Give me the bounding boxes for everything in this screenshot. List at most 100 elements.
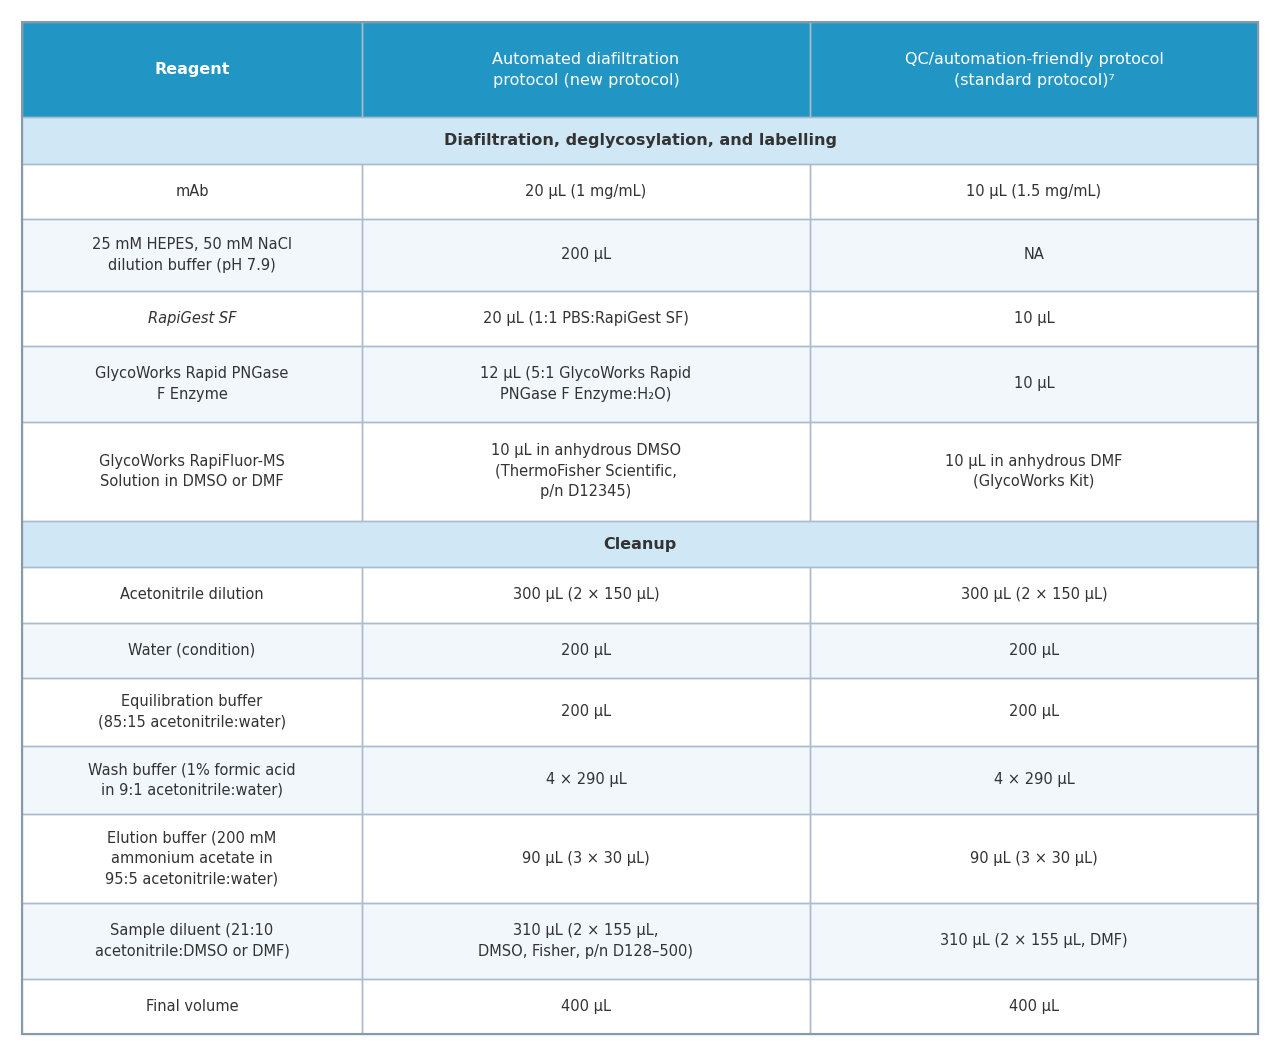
Text: 310 μL (2 × 155 μL, DMF): 310 μL (2 × 155 μL, DMF) (941, 934, 1128, 948)
Text: Cleanup: Cleanup (603, 536, 677, 551)
Bar (810, 746, 1258, 814)
Bar (22, 117, 1258, 164)
Text: 200 μL: 200 μL (561, 643, 611, 658)
Text: Reagent: Reagent (154, 62, 229, 77)
Text: 300 μL (2 × 150 μL): 300 μL (2 × 150 μL) (512, 587, 659, 603)
Text: 20 μL (1 mg/mL): 20 μL (1 mg/mL) (525, 184, 646, 199)
Bar (362, 290, 810, 346)
Bar (810, 346, 1258, 421)
Bar (362, 219, 810, 290)
Text: 10 μL in anhydrous DMF
(GlycoWorks Kit): 10 μL in anhydrous DMF (GlycoWorks Kit) (946, 453, 1123, 489)
Text: 200 μL: 200 μL (561, 247, 611, 262)
Text: Sample diluent (21:10
acetonitrile:DMSO or DMF): Sample diluent (21:10 acetonitrile:DMSO … (95, 923, 289, 959)
Bar (22, 814, 362, 903)
Bar (810, 567, 1258, 623)
Bar (810, 219, 1258, 290)
Bar (362, 421, 810, 521)
Text: Final volume: Final volume (146, 999, 238, 1014)
Text: Equilibration buffer
(85:15 acetonitrile:water): Equilibration buffer (85:15 acetonitrile… (97, 694, 285, 730)
Bar (810, 814, 1258, 903)
Bar (362, 22, 810, 117)
Bar (22, 346, 362, 421)
Text: 10 μL (1.5 mg/mL): 10 μL (1.5 mg/mL) (966, 184, 1102, 199)
Bar (22, 290, 362, 346)
Bar (22, 746, 362, 814)
Bar (362, 623, 810, 678)
Bar (362, 421, 810, 521)
Text: 20 μL (1:1 PBS:RapiGest SF): 20 μL (1:1 PBS:RapiGest SF) (483, 310, 689, 326)
Text: 10 μL in anhydrous DMSO
(ThermoFisher Scientific,
p/n D12345): 10 μL in anhydrous DMSO (ThermoFisher Sc… (490, 444, 681, 499)
Bar (22, 746, 362, 814)
Bar (362, 346, 810, 421)
Bar (362, 219, 810, 290)
Bar (810, 421, 1258, 521)
Text: Wash buffer (1% formic acid
in 9:1 acetonitrile:water): Wash buffer (1% formic acid in 9:1 aceto… (88, 762, 296, 797)
Text: 300 μL (2 × 150 μL): 300 μL (2 × 150 μL) (961, 587, 1107, 603)
Bar (362, 979, 810, 1034)
Text: GlycoWorks Rapid PNGase
F Enzyme: GlycoWorks Rapid PNGase F Enzyme (95, 366, 288, 401)
Bar (22, 623, 362, 678)
Bar (22, 219, 362, 290)
Bar (362, 346, 810, 421)
Bar (810, 979, 1258, 1034)
Bar (810, 164, 1258, 219)
Text: 90 μL (3 × 30 μL): 90 μL (3 × 30 μL) (522, 851, 650, 866)
Bar (22, 521, 1258, 567)
Bar (362, 678, 810, 746)
Bar (22, 117, 1258, 164)
Text: 4 × 290 μL: 4 × 290 μL (545, 772, 626, 788)
Bar (22, 521, 1258, 567)
Bar (810, 814, 1258, 903)
Bar (362, 814, 810, 903)
Bar (810, 623, 1258, 678)
Bar (22, 567, 362, 623)
Bar (810, 290, 1258, 346)
Bar (810, 903, 1258, 979)
Text: 200 μL: 200 μL (561, 704, 611, 719)
Bar (22, 903, 362, 979)
Bar (22, 678, 362, 746)
Text: 310 μL (2 × 155 μL,
DMSO, Fisher, p/n D128–500): 310 μL (2 × 155 μL, DMSO, Fisher, p/n D1… (479, 923, 694, 959)
Bar (810, 421, 1258, 521)
Text: 10 μL: 10 μL (1014, 310, 1055, 326)
Bar (362, 979, 810, 1034)
Bar (22, 903, 362, 979)
Text: 25 mM HEPES, 50 mM NaCl
dilution buffer (pH 7.9): 25 mM HEPES, 50 mM NaCl dilution buffer … (92, 238, 292, 272)
Bar (362, 567, 810, 623)
Bar (362, 746, 810, 814)
Bar (22, 290, 362, 346)
Text: Elution buffer (200 mM
ammonium acetate in
95:5 acetonitrile:water): Elution buffer (200 mM ammonium acetate … (105, 830, 279, 886)
Bar (22, 164, 362, 219)
Bar (810, 903, 1258, 979)
Bar (362, 746, 810, 814)
Text: NA: NA (1024, 247, 1044, 262)
Bar (810, 164, 1258, 219)
Bar (22, 979, 362, 1034)
Text: RapiGest SF: RapiGest SF (147, 310, 237, 326)
Bar (810, 678, 1258, 746)
Text: 200 μL: 200 μL (1009, 704, 1059, 719)
Bar (362, 814, 810, 903)
Text: 200 μL: 200 μL (1009, 643, 1059, 658)
Text: Water (condition): Water (condition) (128, 643, 256, 658)
Text: 12 μL (5:1 GlycoWorks Rapid
PNGase F Enzyme:H₂O): 12 μL (5:1 GlycoWorks Rapid PNGase F Enz… (480, 366, 691, 401)
Text: QC/automation-friendly protocol
(standard protocol)⁷: QC/automation-friendly protocol (standar… (905, 52, 1164, 88)
Bar (22, 22, 362, 117)
Bar (362, 164, 810, 219)
Bar (22, 421, 362, 521)
Bar (362, 678, 810, 746)
Bar (810, 979, 1258, 1034)
Bar (22, 814, 362, 903)
Bar (362, 903, 810, 979)
Text: 4 × 290 μL: 4 × 290 μL (993, 772, 1074, 788)
Bar (22, 567, 362, 623)
Bar (810, 746, 1258, 814)
Bar (362, 623, 810, 678)
Text: 400 μL: 400 μL (1009, 999, 1059, 1014)
Text: Diafiltration, deglycosylation, and labelling: Diafiltration, deglycosylation, and labe… (443, 133, 837, 148)
Bar (810, 678, 1258, 746)
Bar (362, 164, 810, 219)
Bar (810, 22, 1258, 117)
Bar (22, 164, 362, 219)
Bar (810, 219, 1258, 290)
